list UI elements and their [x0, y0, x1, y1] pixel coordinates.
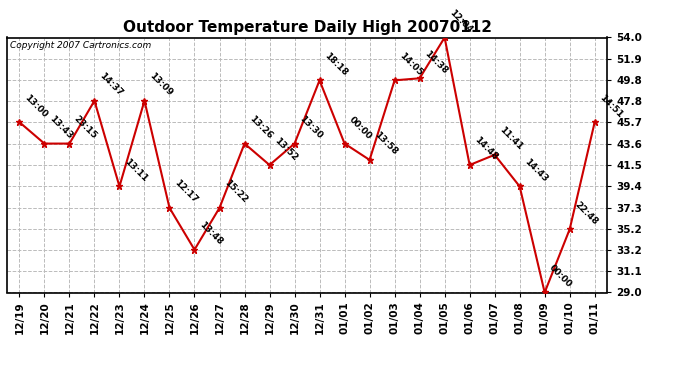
Text: 13:52: 13:52 [273, 136, 299, 162]
Text: 23:15: 23:15 [72, 114, 99, 141]
Text: 22:48: 22:48 [573, 200, 599, 226]
Text: 12:04: 12:04 [447, 8, 474, 35]
Text: 18:18: 18:18 [322, 51, 349, 78]
Text: 14:43: 14:43 [522, 157, 549, 184]
Text: 13:00: 13:00 [22, 93, 48, 119]
Text: 14:05: 14:05 [397, 51, 424, 78]
Text: Copyright 2007 Cartronics.com: Copyright 2007 Cartronics.com [10, 41, 151, 50]
Text: 00:00: 00:00 [547, 264, 573, 290]
Text: 00:00: 00:00 [347, 114, 373, 141]
Text: 13:58: 13:58 [373, 130, 399, 157]
Text: 14:37: 14:37 [97, 71, 124, 98]
Text: 14:48: 14:48 [473, 135, 499, 162]
Text: 11:41: 11:41 [497, 125, 524, 152]
Text: 13:48: 13:48 [197, 220, 224, 247]
Text: 12:17: 12:17 [172, 178, 199, 205]
Text: 13:43: 13:43 [47, 114, 74, 141]
Text: 13:30: 13:30 [297, 114, 324, 141]
Title: Outdoor Temperature Daily High 20070112: Outdoor Temperature Daily High 20070112 [123, 20, 491, 35]
Text: 13:26: 13:26 [247, 114, 274, 141]
Text: 13:09: 13:09 [147, 71, 174, 98]
Text: 15:22: 15:22 [222, 178, 249, 205]
Text: 14:38: 14:38 [422, 49, 449, 75]
Text: 13:11: 13:11 [122, 157, 149, 184]
Text: 14:51: 14:51 [598, 93, 624, 119]
